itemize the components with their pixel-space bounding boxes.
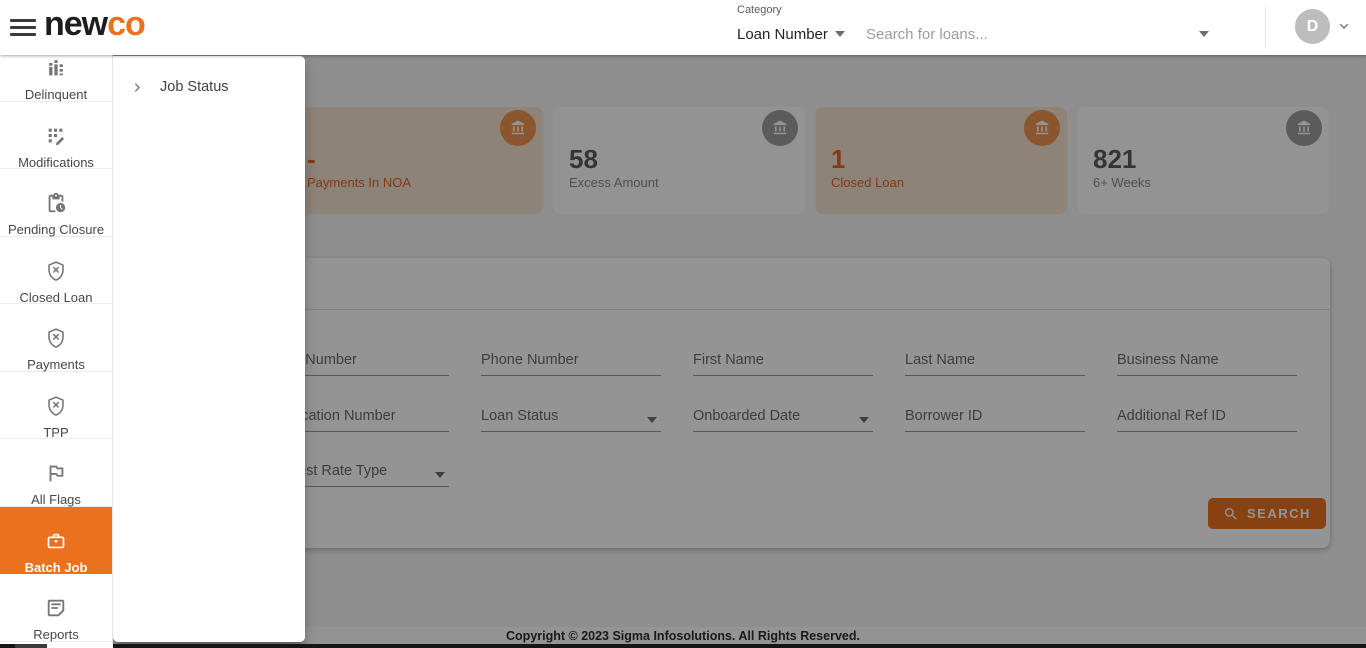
dropdown-caret-icon	[859, 417, 869, 423]
stat-label: Closed Loan	[831, 175, 904, 190]
clipboard-clock-icon	[48, 192, 66, 213]
sidebar-item-batch-job[interactable]: Batch Job	[0, 506, 112, 575]
sidebar-item-label: Reports	[33, 627, 79, 642]
footer: Copyright © 2023 Sigma Infosolutions. Al…	[0, 627, 1366, 644]
loan-status-select[interactable]	[481, 404, 661, 432]
category-caret-icon[interactable]	[835, 31, 845, 37]
briefcase-icon	[47, 533, 65, 548]
shield-x-icon	[48, 328, 64, 348]
dropdown-caret-icon	[435, 472, 445, 478]
last-name-field[interactable]	[905, 348, 1085, 378]
sidebar-item-label: Modifications	[18, 154, 94, 170]
stat-cards-row: - Payments In NOA 58 Excess Amount 1 Clo…	[291, 107, 1329, 214]
search-button-label: SEARCH	[1247, 506, 1311, 521]
bank-icon	[1286, 110, 1322, 146]
bottom-scrollbar	[0, 644, 1366, 648]
stat-card-closed-loan[interactable]: 1 Closed Loan	[815, 107, 1067, 214]
sidebar-item-tpp[interactable]: TPP	[0, 372, 112, 440]
stat-label: 6+ Weeks	[1093, 175, 1151, 190]
header-divider	[1265, 7, 1266, 49]
search-button[interactable]: SEARCH	[1208, 498, 1326, 529]
main-content: - Payments In NOA 58 Excess Amount 1 Clo…	[113, 55, 1366, 648]
menu-item-label: Job Status	[160, 79, 229, 95]
business-name-input[interactable]	[1117, 348, 1297, 376]
menu-item-job-status[interactable]: Job Status	[113, 70, 305, 104]
note-icon	[47, 599, 65, 617]
sidebar-item-reports[interactable]: Reports	[0, 574, 112, 642]
stat-card-excess-amount[interactable]: 58 Excess Amount	[553, 107, 805, 214]
shield-x-icon	[48, 395, 64, 416]
top-header: newco Category Loan Number D	[0, 0, 1366, 55]
phone-number-field[interactable]	[481, 348, 661, 378]
first-name-input[interactable]	[693, 348, 873, 376]
stat-label: Payments In NOA	[307, 175, 412, 190]
loan-search-input[interactable]	[866, 22, 1176, 46]
business-name-field[interactable]	[1117, 348, 1297, 378]
additional-ref-id-input[interactable]	[1117, 404, 1297, 432]
app-logo[interactable]: newco	[44, 5, 146, 43]
sidebar-item-label: Delinquent	[24, 87, 88, 102]
category-select[interactable]: Loan Number	[737, 26, 828, 43]
sidebar-item-label: Pending Closure	[7, 222, 105, 237]
chevron-down-icon[interactable]	[1336, 18, 1352, 34]
search-icon	[1225, 507, 1237, 520]
grid-edit-icon	[48, 128, 65, 145]
chevron-right-icon	[134, 82, 140, 92]
sidebar-item-all-flags[interactable]: All Flags	[0, 439, 112, 507]
stat-value: 58	[569, 144, 598, 174]
bank-icon	[500, 110, 536, 146]
onboarded-date-select[interactable]	[693, 404, 873, 432]
loan-search-form: SEARCH	[137, 258, 1330, 548]
sidebar-item-closed-loan[interactable]: Closed Loan	[0, 237, 112, 305]
sidebar-nav: Delinquent Modifications Pending Closure…	[0, 55, 112, 642]
sidebar-item-label: Closed Loan	[19, 289, 93, 305]
first-name-field[interactable]	[693, 348, 873, 378]
phone-number-input[interactable]	[481, 348, 661, 376]
last-name-input[interactable]	[905, 348, 1085, 376]
user-avatar[interactable]: D	[1295, 9, 1330, 44]
bank-icon	[762, 110, 798, 146]
stat-label: Excess Amount	[569, 175, 659, 190]
sidebar-item-payments[interactable]: Payments	[0, 304, 112, 372]
stat-card-6-weeks[interactable]: 821 6+ Weeks	[1077, 107, 1329, 214]
stat-value: 821	[1093, 144, 1137, 174]
onboarded-date-field[interactable]	[693, 404, 873, 434]
loan-status-field[interactable]	[481, 404, 661, 434]
sidebar-item-modifications[interactable]: Modifications	[0, 102, 112, 170]
dropdown-caret-icon	[647, 417, 657, 423]
stat-card-payments-in-noa[interactable]: - Payments In NOA	[291, 107, 543, 214]
bar-chart-icon	[49, 60, 63, 76]
additional-ref-id-field[interactable]	[1117, 404, 1297, 434]
batch-job-flyout-menu: Job Status	[113, 56, 305, 642]
sidebar-item-label: Batch Job	[24, 559, 88, 575]
bank-icon	[1024, 110, 1060, 146]
category-label: Category	[737, 4, 782, 16]
form-header	[137, 258, 1330, 310]
sidebar-item-pending-closure[interactable]: Pending Closure	[0, 169, 112, 237]
sidebar-item-label: Payments	[27, 357, 85, 372]
stat-value: 1	[831, 144, 846, 174]
sidebar-item-label: All Flags	[31, 492, 81, 507]
copyright-text: Copyright © 2023 Sigma Infosolutions. Al…	[506, 629, 860, 643]
borrower-id-input[interactable]	[905, 404, 1085, 432]
menu-backdrop[interactable]	[113, 55, 1366, 648]
search-dropdown-caret-icon[interactable]	[1199, 31, 1209, 37]
sidebar: Delinquent Modifications Pending Closure…	[0, 55, 113, 648]
menu-icon[interactable]	[10, 15, 36, 39]
flag-icon	[49, 465, 64, 482]
stat-value: -	[307, 144, 316, 174]
sidebar-item-label: TPP	[43, 424, 69, 440]
shield-x-icon	[48, 260, 64, 281]
borrower-id-field[interactable]	[905, 404, 1085, 434]
sidebar-item-delinquent[interactable]: Delinquent	[0, 55, 112, 102]
